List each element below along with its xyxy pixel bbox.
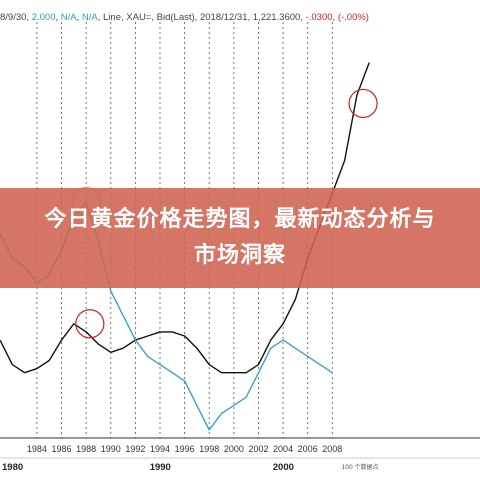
header-symbol: XAU=	[126, 12, 152, 23]
title-banner: 今日黄金价格走势图，最新动态分析与市场洞察	[0, 188, 480, 288]
banner-title: 今日黄金价格走势图，最新动态分析与市场洞察	[44, 207, 436, 268]
chart-header: 8/9/30, 2.000, N/A, N/A, Line, XAU=, Bid…	[0, 12, 369, 23]
header-value: 1,221.3600	[252, 12, 301, 23]
decade-label: 1990	[150, 462, 171, 473]
header-date: 2018/12/31	[199, 12, 248, 23]
header-na-2: N/A	[81, 12, 98, 23]
x-tick-label: 2008	[322, 444, 342, 454]
x-tick-label: 2004	[273, 444, 293, 454]
x-tick-label: 1992	[125, 444, 145, 454]
x-tick-label: 1988	[76, 444, 96, 454]
annotation-circle-3	[348, 88, 378, 119]
x-tick-label: 1996	[175, 444, 195, 454]
x-tick-label: 2006	[298, 444, 318, 454]
x-axis: 1984 1986 1988 1990 1992 1994 1996 1998 2000 2002…	[0, 444, 480, 473]
x-tick-label: 2002	[248, 444, 268, 454]
header-left-date: 8/9/30	[0, 12, 27, 23]
header-na-1: N/A	[60, 12, 77, 23]
annotation-circle-2	[75, 309, 105, 339]
header-left-value: 2.000	[31, 12, 56, 23]
x-tick-label: 1984	[27, 444, 47, 454]
header-pct: (-.00%)	[337, 12, 369, 23]
x-tick-label: 1994	[150, 444, 170, 454]
grid-lines	[0, 22, 480, 439]
x-tick-label: 2000	[224, 444, 244, 454]
x-tick-label: 1990	[101, 444, 121, 454]
data-point-caption: 100 个数据点	[341, 463, 378, 471]
header-chart-type: Line	[103, 12, 121, 23]
x-tick-label: 1998	[199, 444, 219, 454]
header-change: -.0300	[305, 12, 333, 23]
x-tick-label: 1986	[52, 444, 72, 454]
header-field: Bid(Last)	[156, 12, 195, 23]
decade-label: 2000	[273, 462, 294, 473]
decade-label: 1980	[2, 462, 23, 473]
